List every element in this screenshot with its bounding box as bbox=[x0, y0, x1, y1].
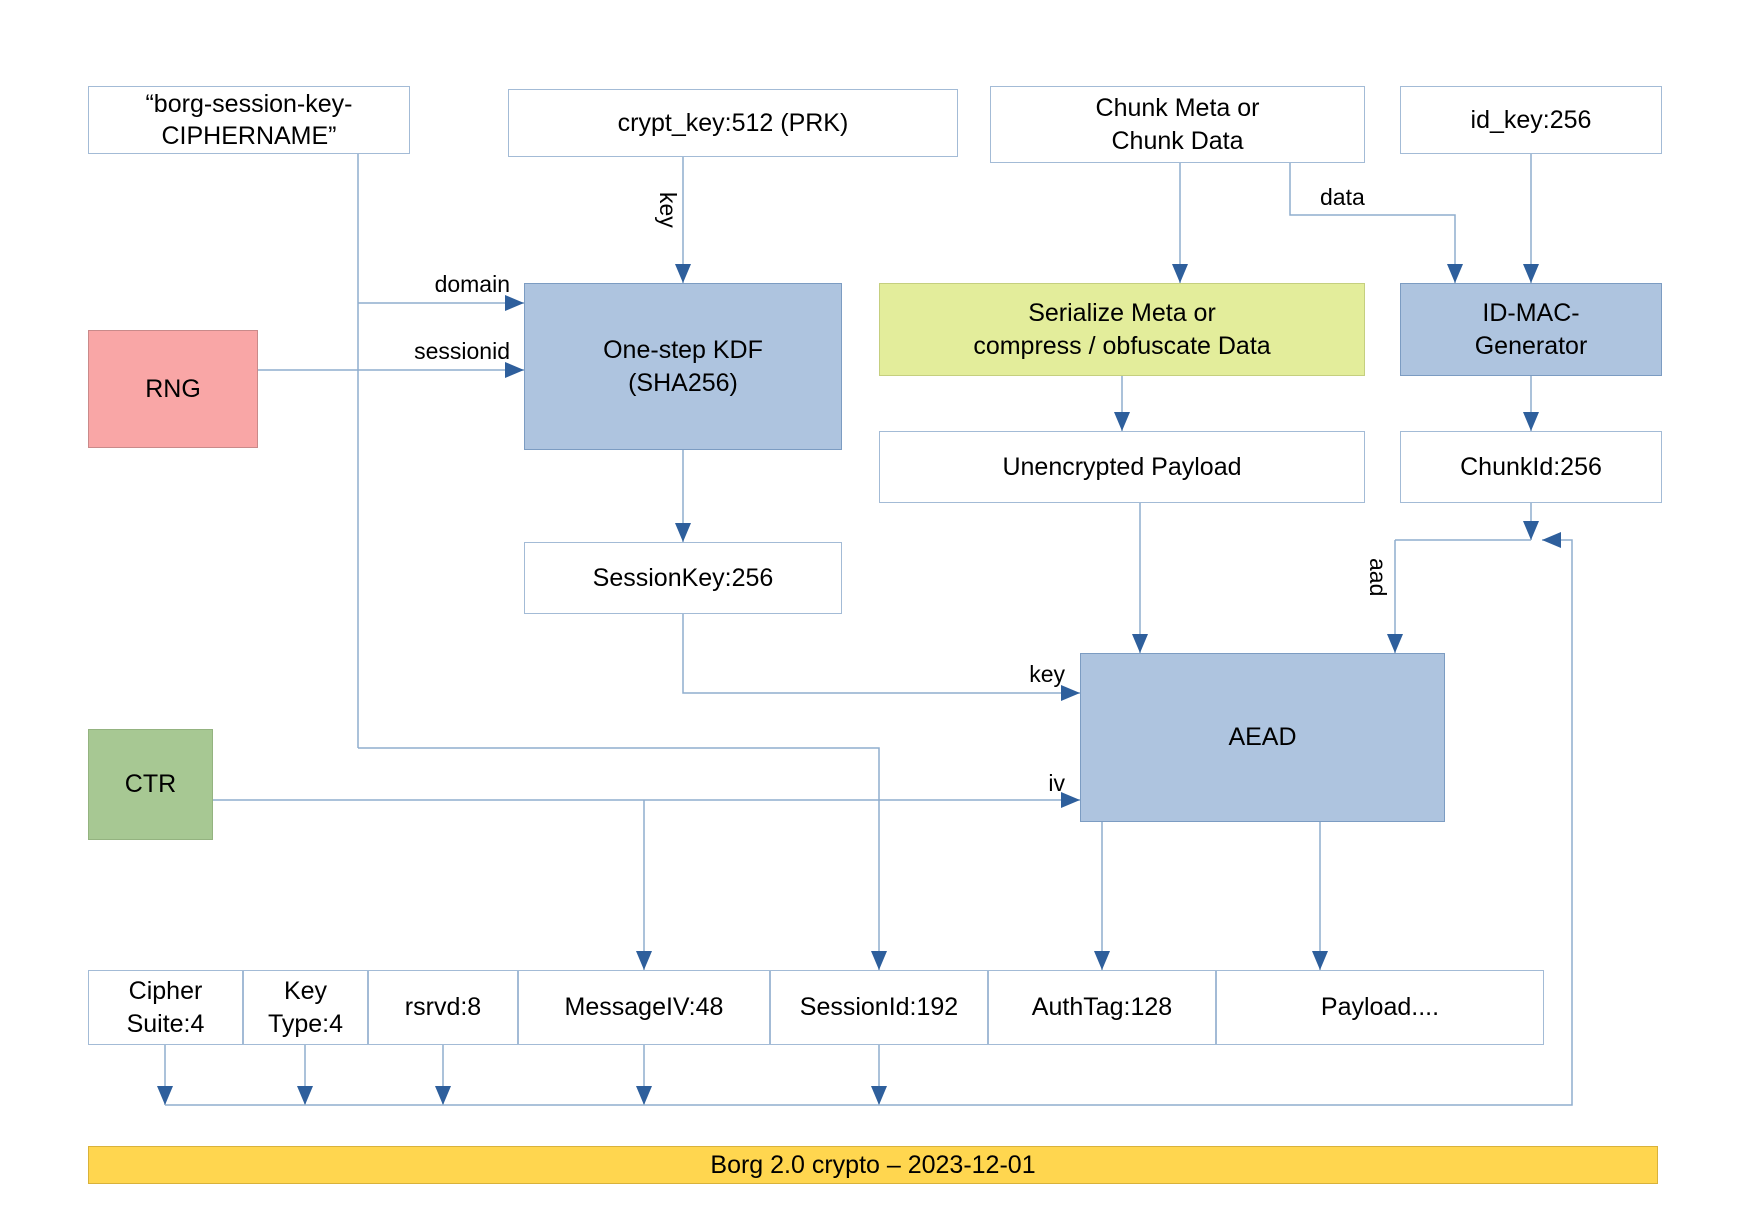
node-aead: AEAD bbox=[1080, 653, 1445, 822]
edge-label-aad: aad bbox=[1365, 558, 1391, 597]
edge-label-data: data bbox=[1320, 184, 1365, 210]
node-one-step-kdf: One-step KDF (SHA256) bbox=[524, 283, 842, 450]
field-key-type: Key Type:4 bbox=[243, 970, 368, 1045]
node-serialize: Serialize Meta or compress / obfuscate D… bbox=[879, 283, 1365, 376]
edge-key-to-aead bbox=[682, 614, 1080, 701]
field-message-iv: MessageIV:48 bbox=[518, 970, 770, 1045]
edge-sessionid-to-field bbox=[358, 747, 887, 970]
node-rng: RNG bbox=[88, 330, 258, 448]
edge-data-to-idmac bbox=[1289, 163, 1463, 283]
node-crypt-key: crypt_key:512 (PRK) bbox=[508, 89, 958, 157]
edge-label-domain: domain bbox=[434, 271, 510, 297]
node-chunk-id: ChunkId:256 bbox=[1400, 431, 1662, 503]
field-session-id: SessionId:192 bbox=[770, 970, 988, 1045]
node-ctr: CTR bbox=[88, 729, 213, 840]
field-auth-tag: AuthTag:128 bbox=[988, 970, 1216, 1045]
edge-label-key-aead: key bbox=[1029, 661, 1065, 687]
node-unencrypted-payload: Unencrypted Payload bbox=[879, 431, 1365, 503]
node-id-key: id_key:256 bbox=[1400, 86, 1662, 154]
field-payload: Payload.... bbox=[1216, 970, 1544, 1045]
edge-collector-loop bbox=[165, 532, 1573, 1106]
field-cipher-suite: Cipher Suite:4 bbox=[88, 970, 243, 1045]
node-id-mac-generator: ID-MAC- Generator bbox=[1400, 283, 1662, 376]
field-rsrvd: rsrvd:8 bbox=[368, 970, 518, 1045]
edge-label-sessionid: sessionid bbox=[414, 338, 510, 364]
node-borg-domain-string: “borg-session-key- CIPHERNAME” bbox=[88, 86, 410, 154]
footer-banner: Borg 2.0 crypto – 2023-12-01 bbox=[88, 1146, 1658, 1184]
edge-label-iv: iv bbox=[1048, 770, 1065, 796]
node-chunk-meta: Chunk Meta or Chunk Data bbox=[990, 86, 1365, 163]
edge-label-key-kdf: key bbox=[655, 192, 681, 228]
node-session-key: SessionKey:256 bbox=[524, 542, 842, 614]
